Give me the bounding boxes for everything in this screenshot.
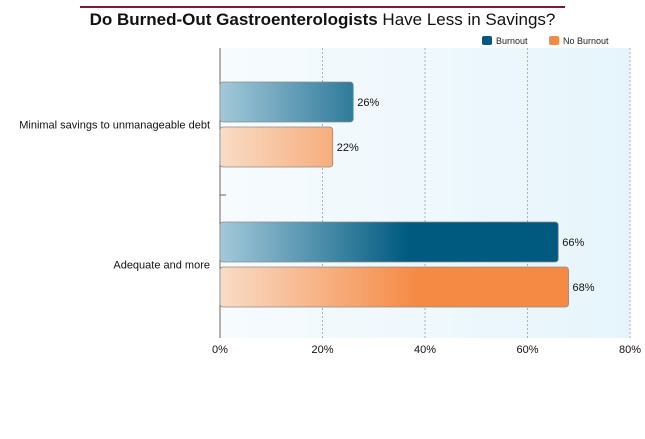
chart-title-rest: Have Less in Savings?: [377, 10, 556, 29]
x-tick-label: 20%: [311, 344, 333, 356]
legend-label: No Burnout: [563, 36, 609, 46]
x-tick-label: 0%: [212, 344, 228, 356]
title-rule: [80, 6, 565, 8]
x-tick-label: 60%: [516, 344, 538, 356]
category-label: Minimal savings to unmanageable debt: [19, 120, 210, 132]
category-label: Adequate and more: [113, 260, 210, 272]
legend-swatch: [549, 36, 559, 45]
data-label: 22%: [337, 142, 359, 154]
legend-label: Burnout: [496, 36, 528, 46]
x-tick-labels: 0% 20% 40% 60% 80%: [212, 344, 641, 356]
chart-title-bold: Do Burned-Out Gastroenterologists: [89, 10, 378, 29]
bars: [219, 81, 569, 308]
data-label: 66%: [562, 237, 584, 249]
legend: Burnout No Burnout: [482, 36, 609, 46]
chart-title: Do Burned-Out Gastroenterologists Have L…: [0, 10, 645, 30]
bar-burnout: [219, 221, 559, 263]
data-labels: 26% 22% 66% 68%: [337, 97, 595, 294]
bar-burnout: [219, 81, 354, 123]
bar-no-burnout: [219, 266, 569, 308]
legend-swatch: [482, 36, 492, 45]
bar-no-burnout: [219, 126, 334, 168]
x-tick-label: 80%: [619, 344, 641, 356]
data-label: 26%: [357, 97, 379, 109]
x-tick-label: 40%: [414, 344, 436, 356]
data-label: 68%: [573, 282, 595, 294]
category-labels: Minimal savings to unmanageable debt Adeq…: [19, 120, 210, 272]
